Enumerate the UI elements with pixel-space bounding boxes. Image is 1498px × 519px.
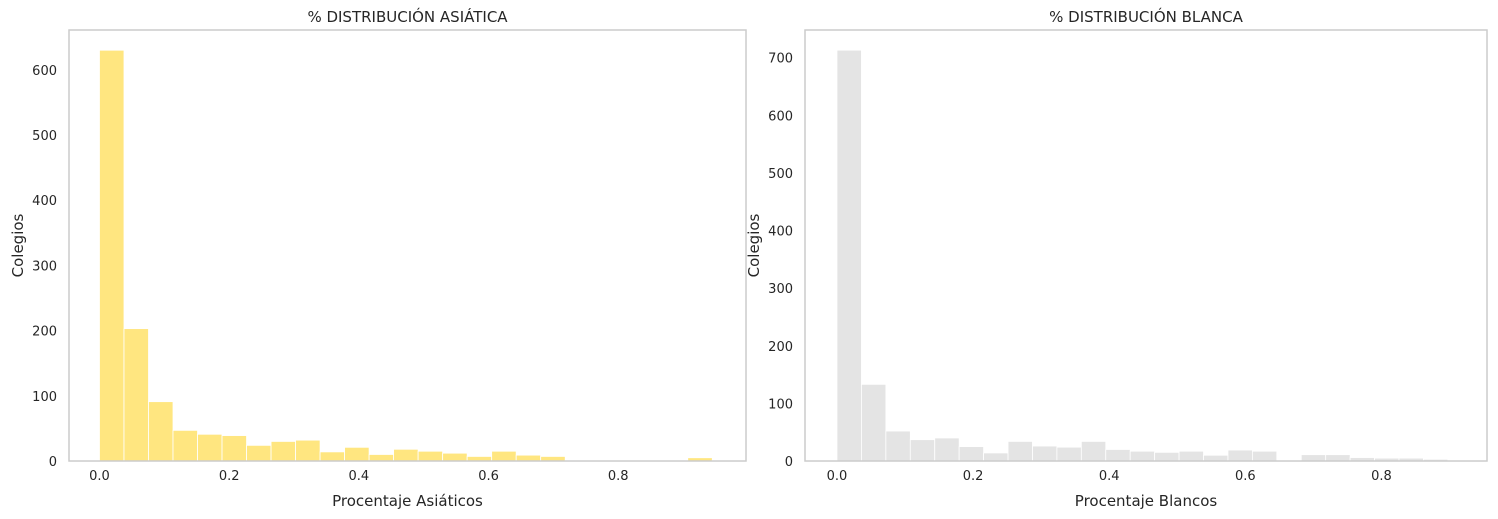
histogram-bar	[1154, 451, 1180, 462]
histogram-bar	[958, 446, 984, 462]
x-axis-label-asian: Procentaje Asiáticos	[332, 492, 483, 510]
histogram-bar	[99, 49, 125, 462]
y-tick-label: 400	[768, 225, 793, 240]
histogram-bar	[861, 383, 887, 462]
y-tick-label: 300	[32, 259, 57, 274]
histogram-bar	[1203, 454, 1229, 462]
x-tick-label: 0.4	[349, 469, 370, 484]
chart-title-white: % DISTRIBUCIÓN BLANCA	[1049, 7, 1243, 26]
x-tick-label: 0.0	[827, 469, 848, 484]
y-tick-label: 100	[768, 397, 793, 412]
x-tick-label: 0.0	[89, 469, 110, 484]
x-tick-label: 0.6	[1235, 469, 1256, 484]
y-tick-label: 600	[32, 64, 57, 79]
x-tick-label: 0.2	[963, 469, 984, 484]
histogram-bar	[393, 448, 419, 462]
histogram-bar	[368, 454, 395, 462]
histogram-bar	[123, 328, 149, 462]
histogram-bar	[270, 441, 296, 462]
x-tick-label: 0.6	[478, 469, 499, 484]
y-tick-label: 400	[32, 194, 57, 209]
histogram-bar	[1178, 450, 1204, 462]
histogram-bar	[1007, 441, 1033, 462]
histogram-bar	[885, 430, 911, 462]
histogram-white: 0.0 0.2 0.4 0.6 0.8 0 100 200 300 400 500 600 700 %…	[745, 7, 1488, 510]
histogram-bar	[319, 451, 345, 462]
histogram-bar	[172, 429, 198, 462]
histogram-bar	[1056, 446, 1082, 462]
y-tick-label: 200	[32, 325, 57, 340]
y-axis-label-white: Colegios	[745, 213, 763, 277]
plot-frame-asian	[68, 29, 747, 462]
y-tick-label: 0	[785, 455, 793, 470]
histogram-bar	[1032, 445, 1058, 462]
histogram-bar	[1251, 450, 1278, 462]
x-tick-label: 0.2	[219, 469, 240, 484]
y-tick-labels-asian: 0 100 200 300 400 500 600	[32, 64, 57, 470]
histogram-bar	[1080, 441, 1107, 462]
y-tick-label: 100	[32, 390, 57, 405]
plot-frame-white	[804, 29, 1488, 462]
y-tick-label: 200	[768, 340, 793, 355]
histogram-bar	[197, 433, 223, 462]
x-tick-labels-asian: 0.0 0.2 0.4 0.6 0.8	[89, 469, 628, 484]
histogram-bar	[836, 49, 862, 462]
histogram-bar	[1325, 454, 1351, 462]
x-tick-label: 0.8	[608, 469, 629, 484]
histogram-bar	[295, 439, 321, 462]
x-tick-label: 0.4	[1099, 469, 1120, 484]
y-axis-label-asian: Colegios	[9, 213, 27, 277]
histogram-bar	[515, 454, 542, 462]
bars-asian	[99, 49, 762, 462]
histogram-bar	[148, 401, 174, 462]
histogram-bar	[934, 437, 960, 462]
chart-title-asian: % DISTRIBUCIÓN ASIÁTICA	[307, 7, 508, 26]
y-tick-labels-white: 0 100 200 300 400 500 600 700	[768, 52, 793, 470]
x-tick-labels-white: 0.0 0.2 0.4 0.6 0.8	[827, 469, 1392, 484]
histogram-bar	[1105, 449, 1131, 462]
y-tick-label: 500	[32, 129, 57, 144]
histogram-bar	[442, 452, 468, 462]
histogram-bar	[491, 450, 517, 462]
histogram-bar	[344, 446, 370, 462]
histogram-asian: 0.0 0.2 0.4 0.6 0.8 0 100 200 300 400 500 600 % DI…	[9, 7, 762, 510]
histogram-bar	[221, 435, 247, 462]
histogram-bar	[1227, 449, 1253, 462]
x-tick-label: 0.8	[1371, 469, 1392, 484]
bars-white	[836, 49, 1449, 462]
x-axis-label-white: Procentaje Blancos	[1075, 492, 1218, 510]
histogram-bar	[909, 439, 936, 462]
y-tick-label: 700	[768, 52, 793, 67]
y-tick-label: 600	[768, 109, 793, 124]
y-tick-label: 500	[768, 167, 793, 182]
y-tick-label: 0	[49, 455, 57, 470]
histogram-bar	[417, 450, 444, 462]
histogram-bar	[1129, 450, 1156, 462]
histogram-bar	[246, 444, 272, 462]
y-tick-label: 300	[768, 282, 793, 297]
histogram-bar	[983, 452, 1009, 462]
histogram-bar	[1300, 454, 1327, 462]
